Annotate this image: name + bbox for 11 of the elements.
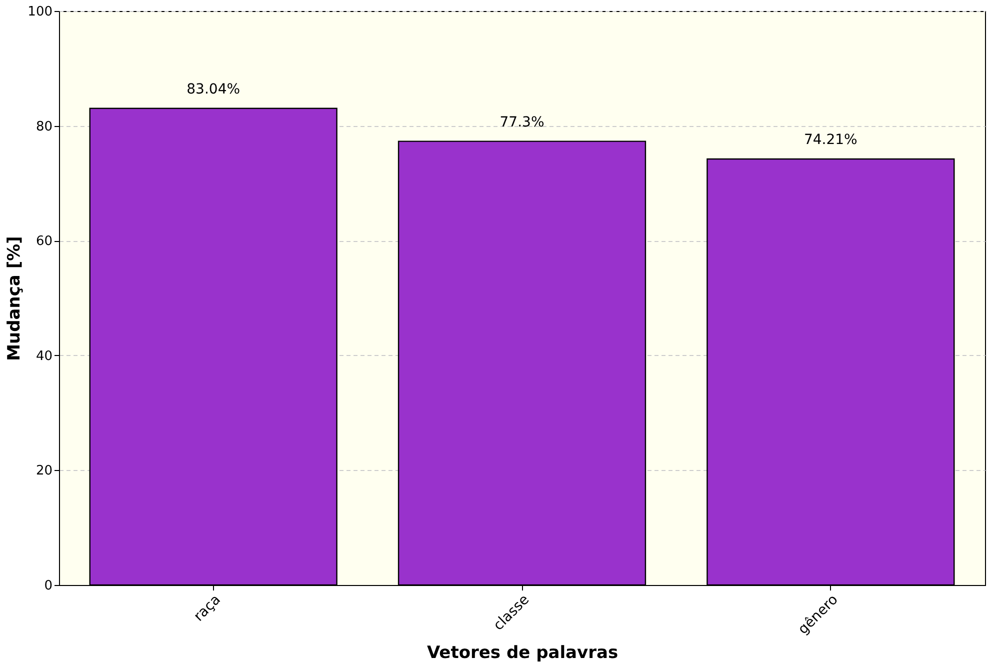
y-tick-label: 20 (36, 464, 52, 479)
x-axis-title: Vetores de palavras (426, 643, 618, 664)
data-label: 77.3% (500, 114, 544, 130)
y-tick-label: 100 (28, 4, 52, 20)
y-tick-label: 60 (36, 234, 52, 250)
data-label: 74.21% (804, 132, 858, 148)
data-label: 83.04% (186, 81, 240, 98)
y-tick-label: 80 (36, 119, 52, 134)
y-tick-label: 40 (36, 348, 52, 364)
y-axis-title: Mudança [%] (4, 236, 25, 361)
y-tick-label: 0 (44, 578, 52, 594)
